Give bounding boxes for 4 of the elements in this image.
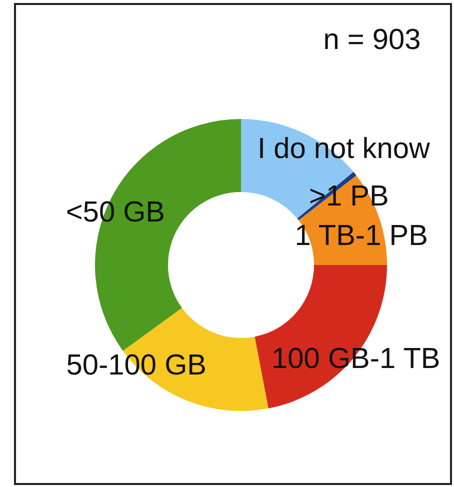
donut-slice [241,119,354,218]
text: n = 903 [323,24,421,56]
slice-label: 1 TB-1 PB [294,220,428,252]
slice-label: I do not know [257,132,432,165]
